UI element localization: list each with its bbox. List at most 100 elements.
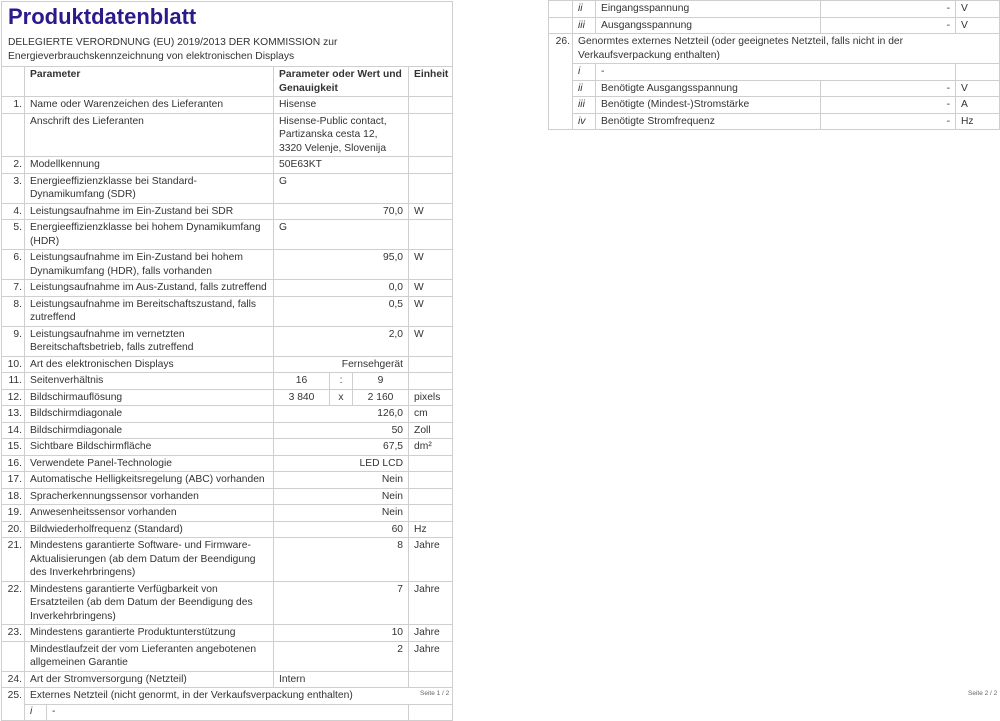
parameter-value: 2 (272, 640, 410, 672)
parameter-label: Mindestlaufzeit der vom Lieferanten ange… (24, 640, 274, 672)
parameter-value: - (820, 0, 956, 18)
table-row: 4. Leistungsaufnahme im Ein-Zustand bei S… (1, 202, 454, 220)
parameter-value: - (820, 112, 956, 130)
header-unit: Einheit (408, 66, 454, 97)
row-number: 24. (1, 670, 25, 688)
parameter-value: G (272, 172, 410, 204)
parameter-value: 50E63KT (272, 156, 410, 174)
unit: W (408, 325, 454, 357)
parameter-value: 95,0 (272, 249, 410, 280)
unit: pixels (408, 388, 454, 406)
table-row: 13. Bildschirmdiagonale 126,0 cm (1, 405, 454, 423)
row-number: 16. (1, 454, 25, 472)
row-number: 21. (1, 537, 25, 582)
parameter-value: - (820, 96, 956, 114)
parameter-value: 50 (272, 421, 410, 439)
unit: Zoll (408, 421, 454, 439)
parameter-label: Ausgangsspannung (595, 16, 821, 34)
unit (408, 703, 454, 721)
parameter-label: Externes Netzteil (nicht genormt, in der… (23, 687, 454, 705)
table-row: i- (549, 63, 1000, 81)
sub-index: i (572, 63, 596, 81)
table-row: 6. Leistungsaufnahme im Ein-Zustand bei h… (1, 249, 454, 280)
sub-row: i- (23, 703, 410, 721)
parameter-label: Bildschirmdiagonale (24, 421, 274, 439)
row-number: 13. (1, 405, 25, 423)
value-separator: : (329, 372, 353, 390)
table-row: 21. Mindestens garantierte Software- und … (1, 537, 454, 582)
row-number: 7. (1, 279, 25, 297)
table-header-row: Parameter Parameter oder Wert und Genaui… (1, 66, 454, 97)
unit (408, 504, 454, 522)
sub-index: iii (572, 16, 596, 34)
table-row: Mindestlaufzeit der vom Lieferanten ange… (1, 640, 454, 672)
row-number (1, 112, 25, 157)
table-row: 10. Art des elektronischen Displays Fernse… (1, 355, 454, 373)
parameter-label: Bildschirmdiagonale (24, 405, 274, 423)
sub-index: ii (572, 0, 596, 18)
parameter-label: Benötigte (Mindest-)Stromstärke (595, 96, 821, 114)
unit (408, 172, 454, 204)
parameter-value: 10 (272, 624, 410, 642)
parameter-label: Art der Stromversorgung (Netzteil) (24, 670, 274, 688)
row-number: 15. (1, 438, 25, 456)
row-number: 10. (1, 355, 25, 373)
unit (408, 471, 454, 489)
row-number: 4. (1, 202, 25, 220)
parameter-value: 60 (272, 520, 410, 538)
page-title: Produktdatenblatt (8, 4, 197, 29)
row-number: 2. (1, 156, 25, 174)
parameter-label: Anwesenheitssensor vorhanden (24, 504, 274, 522)
sub-index: iii (572, 96, 596, 114)
parameter-label: Leistungsaufnahme im Bereitschaftszustan… (24, 295, 274, 327)
parameter-label: Bildschirmauflösung (24, 388, 274, 406)
table-row: iv Benötigte Stromfrequenz - Hz (549, 112, 1000, 130)
sub-index: iv (572, 112, 596, 130)
parameter-label: Modellkennung (24, 156, 274, 174)
unit: Hz (955, 112, 1000, 130)
row-number: 18. (1, 487, 25, 505)
table-row: 18. Spracherkennungssensor vorhanden Nein (1, 487, 454, 505)
parameter-value: Fernsehgerät (272, 355, 410, 373)
parameter-value: 0,5 (272, 295, 410, 327)
row-number: 11. (1, 372, 25, 390)
unit: Jahre (408, 624, 454, 642)
parameter-label: Energieeffizienzklasse bei Standard-Dyna… (24, 172, 274, 204)
value-separator: x (329, 388, 353, 406)
row-number: 26. (548, 33, 573, 130)
parameter-label: Seitenverhältnis (24, 372, 274, 390)
parameter-value: 2,0 (272, 325, 410, 357)
table-row: 20. Bildwiederholfrequenz (Standard) 60 Hz (1, 520, 454, 538)
row-number (1, 640, 25, 672)
unit (408, 487, 454, 505)
parameter-label: - (595, 63, 956, 81)
row-number: 12. (1, 388, 25, 406)
unit (408, 156, 454, 174)
parameter-value: 126,0 (272, 405, 410, 423)
unit: V (955, 0, 1000, 18)
parameter-value: 67,5 (272, 438, 410, 456)
unit: W (408, 249, 454, 280)
table-row: 23. Mindestens garantierte Produktunterst… (1, 624, 454, 642)
parameter-label: Anschrift des Lieferanten (24, 112, 274, 157)
table-row: 16. Verwendete Panel-Technologie LED LCD (1, 454, 454, 472)
table-row: 3. Energieeffizienzklasse bei Standard-Dy… (1, 172, 454, 204)
unit: dm² (408, 438, 454, 456)
unit (408, 670, 454, 688)
table-row: 2. Modellkennung 50E63KT (1, 156, 454, 174)
parameter-value: 70,0 (272, 202, 410, 220)
parameter-label: Verwendete Panel-Technologie (24, 454, 274, 472)
table-row: 17. Automatische Helligkeitsregelung (ABC… (1, 471, 454, 489)
table-row: 25. Externes Netzteil (nicht genormt, in … (1, 687, 454, 721)
unit: Jahre (408, 537, 454, 582)
unit: V (955, 79, 1000, 97)
parameter-value: Nein (272, 471, 410, 489)
parameter-label: Bildwiederholfrequenz (Standard) (24, 520, 274, 538)
row-number: 1. (1, 96, 25, 114)
parameter-label: Art des elektronischen Displays (24, 355, 274, 373)
row-number: 8. (1, 295, 25, 327)
parameter-label: Leistungsaufnahme im Ein-Zustand bei hoh… (24, 249, 274, 280)
row-number: 20. (1, 520, 25, 538)
table-row: 9. Leistungsaufnahme im vernetzten Bereit… (1, 325, 454, 357)
